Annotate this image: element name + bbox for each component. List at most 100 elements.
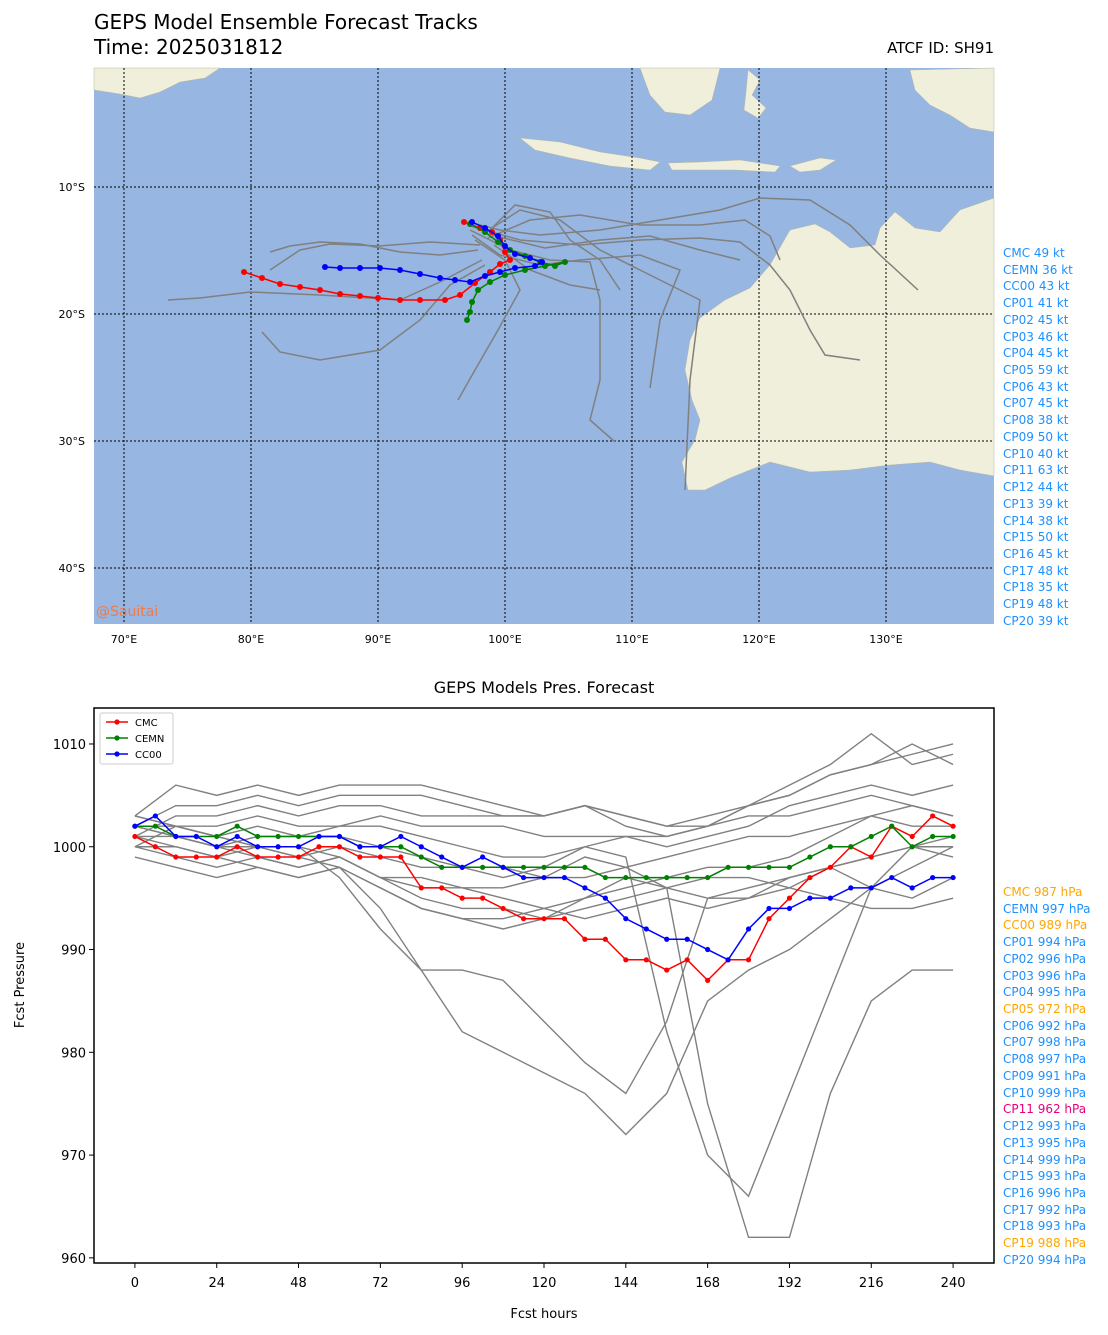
cc00-pressure-point [295, 844, 302, 850]
cc00-pressure-point [582, 885, 588, 891]
cmc-pressure-point [868, 854, 874, 860]
landmasses [93, 67, 995, 491]
cmc-pressure-point [561, 916, 568, 922]
y-tick-label: 970 [61, 1149, 86, 1164]
pressure-entry: CP10 999 hPa [1003, 1085, 1087, 1100]
pressure-entry: CC00 989 hPa [1003, 918, 1088, 933]
cemn-pressure-point [255, 833, 261, 840]
pressure-entry: CP08 997 hPa [1003, 1052, 1087, 1067]
cmc-pressure-point [173, 854, 179, 860]
pressure-entry: CP07 998 hPa [1003, 1035, 1087, 1050]
cc00-pressure-point [357, 844, 363, 850]
pressure-entry: CP14 999 hPa [1003, 1152, 1087, 1167]
intensity-entry: CP20 39 kt [1003, 613, 1069, 628]
intensity-entry: CP18 35 kt [1003, 580, 1069, 595]
cc00-pressure-point [623, 916, 629, 922]
intensity-entry: CP15 50 kt [1003, 530, 1069, 545]
lon-label: 120°E [742, 633, 775, 646]
cemn-pressure-point [909, 844, 915, 850]
pressure-entry: CP20 994 hPa [1003, 1252, 1087, 1267]
member-line-member-j [134, 825, 954, 1136]
x-tick-label: 144 [613, 1276, 638, 1291]
cmc-pressure-point [643, 957, 649, 963]
cc00-pressure-point [745, 926, 752, 932]
cemn-pressure-point [602, 874, 608, 881]
cemn-pressure-point [725, 864, 731, 870]
member-line-member-c [134, 743, 954, 838]
intensity-entry: CP14 38 kt [1003, 513, 1069, 528]
cemn-pressure-point [582, 864, 588, 870]
intensity-entry: CP11 63 kt [1003, 463, 1069, 478]
intensity-entry: CP16 45 kt [1003, 546, 1069, 561]
cc00-pressure-point [173, 833, 179, 840]
cmc-pressure-point [234, 844, 240, 850]
cemn-pressure-point [930, 833, 936, 840]
x-tick-label: 96 [454, 1276, 471, 1291]
cmc-pressure-point [132, 833, 138, 840]
x-axis-label: Fcst hours [510, 1307, 577, 1322]
lon-label: 90°E [365, 633, 391, 646]
cmc-pressure-point [398, 854, 404, 860]
y-tick-label: 1010 [53, 738, 86, 753]
x-tick-label: 24 [208, 1276, 225, 1291]
pressure-entry: CP15 993 hPa [1003, 1169, 1087, 1184]
cc00-pressure-point [889, 874, 895, 881]
australia [681, 197, 995, 491]
x-tick-label: 48 [290, 1276, 307, 1291]
cc00-pressure-point [561, 874, 568, 881]
intensity-entry: CP03 46 kt [1003, 329, 1069, 344]
x-tick-label: 72 [372, 1276, 389, 1291]
x-tick-label: 240 [941, 1276, 966, 1291]
sumatra [93, 67, 221, 99]
chart-title: GEPS Models Pres. Forecast [434, 678, 655, 697]
cemn-pressure-point [439, 864, 445, 870]
pressure-entry: CP18 993 hPa [1003, 1219, 1087, 1234]
cc00-pressure-point [848, 885, 854, 891]
cc00-pressure-point [418, 844, 424, 850]
intensity-entry: CEMN 36 kt [1003, 262, 1073, 277]
borneo [639, 67, 721, 116]
lon-label: 70°E [111, 633, 137, 646]
lat-label: 10°S [59, 181, 85, 194]
y-axis: 960 970 980 990 1000 1010 [53, 738, 94, 1267]
lon-label: 130°E [869, 633, 902, 646]
cc00-pressure-point [500, 864, 506, 870]
grid-lines [94, 68, 994, 624]
cc00-pressure-point [152, 813, 158, 819]
cemn-pressure-point [766, 864, 772, 870]
highlight-lines [132, 813, 956, 983]
cc00-pressure-point [336, 833, 343, 840]
cmc-pressure-point [214, 854, 220, 860]
lon-label: 100°E [488, 633, 521, 646]
cemn-pressure-point [786, 864, 793, 870]
intensity-entry: CP01 41 kt [1003, 296, 1069, 311]
y-axis-label: Fcst Pressure [13, 942, 28, 1028]
pressure-entry: CP16 996 hPa [1003, 1185, 1087, 1200]
cmc-pressure-point [602, 936, 608, 942]
new-guinea [909, 67, 995, 133]
cmc-pressure-point [766, 916, 772, 922]
pressure-entry: CP05 972 hPa [1003, 1002, 1087, 1017]
timor [789, 157, 837, 173]
cc00-pressure-point [930, 874, 936, 881]
intensity-entry: CP10 40 kt [1003, 446, 1069, 461]
cmc-pressure-point [152, 844, 158, 850]
pressure-chart: GEPS Models Pres. Forecast 9609709809901… [13, 678, 995, 1322]
cemn-pressure-point [745, 864, 752, 870]
cc00-pressure-point [275, 844, 281, 850]
cemn-pressure-point [152, 823, 158, 829]
cmc-pressure-point [316, 844, 322, 850]
cemn-pressure-point [643, 874, 649, 881]
cemn-pressure-point [561, 864, 568, 870]
cmc-pressure-point [357, 854, 363, 860]
cc00-pressure-point [520, 874, 527, 881]
cmc-pressure-point [500, 905, 506, 912]
y-tick-label: 960 [61, 1252, 86, 1267]
intensity-entry: CC00 43 kt [1003, 279, 1070, 294]
pressure-entry: CP06 992 hPa [1003, 1018, 1087, 1033]
cc00-pressure-point [766, 905, 772, 912]
cmc-pressure-point [377, 854, 383, 860]
cc00-pressure-point [725, 957, 731, 963]
cc00-pressure-point [827, 895, 833, 901]
cc00-pressure-point [705, 946, 711, 953]
